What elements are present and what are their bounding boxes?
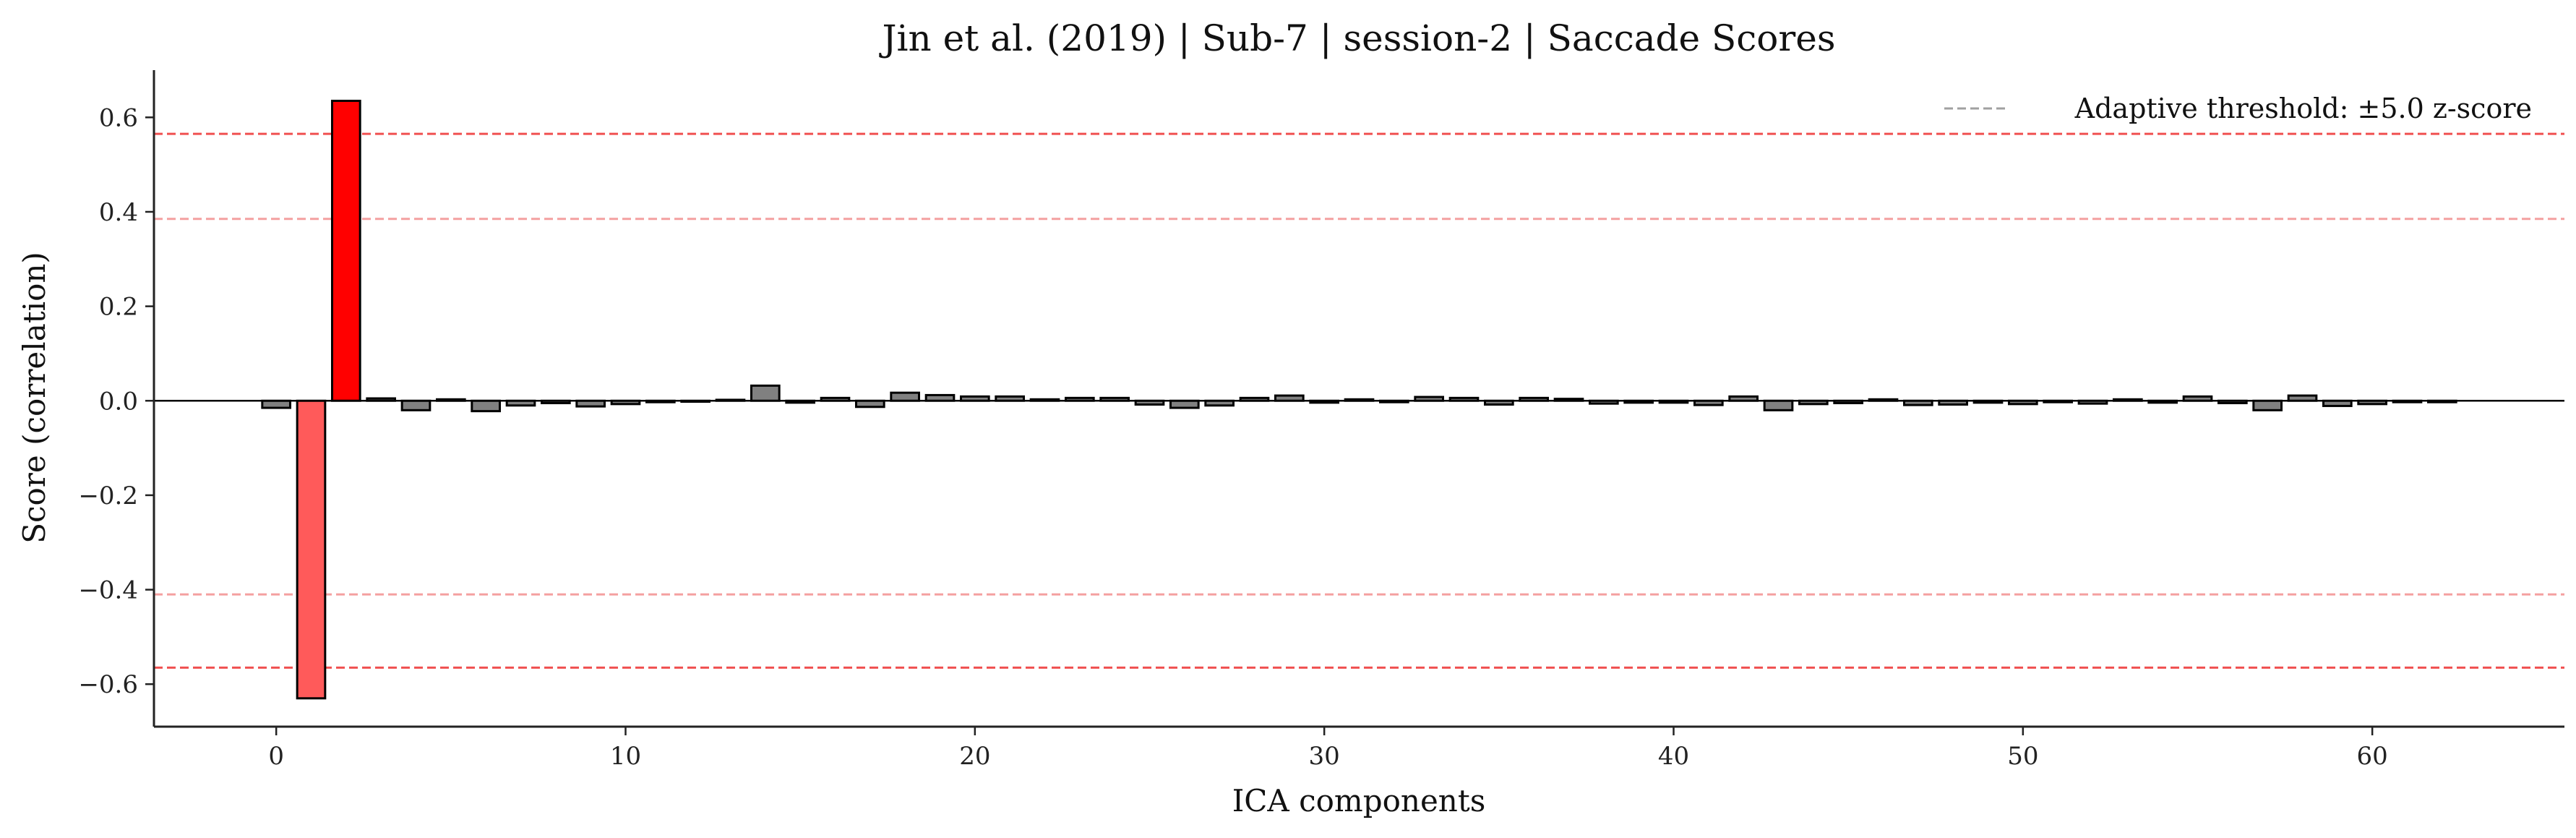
legend: Adaptive threshold: ±5.0 z-score: [1944, 93, 2532, 124]
y-tick-label: −0.4: [78, 576, 138, 605]
bar-component-43: [1763, 399, 1794, 411]
bar-component-6: [471, 399, 501, 413]
chart-title: Jin et al. (2019) | Sub-7 | session-2 | …: [878, 17, 1835, 59]
bar-component-0: [261, 399, 292, 409]
y-tick-label: 0.4: [99, 198, 138, 227]
axes: −0.6 −0.4 −0.2 0.0 0.2 0.4 0.6 0 10 20 30 40 50 60: [78, 70, 2564, 771]
x-tick-label: 0: [268, 742, 284, 771]
x-tick-label: 30: [1309, 742, 1340, 771]
bar-component-26: [1169, 399, 1200, 409]
bar-component-2: [331, 99, 361, 402]
bar-component-1: [296, 399, 327, 700]
y-tick-label: −0.6: [78, 670, 138, 699]
bar-component-18: [890, 391, 921, 402]
x-tick-label: 50: [2007, 742, 2038, 771]
y-axis-label: Score (correlation): [17, 252, 52, 544]
x-tick-label: 60: [2357, 742, 2388, 771]
y-tick-label: 0.6: [99, 103, 138, 132]
x-axis-label: ICA components: [1232, 783, 1486, 818]
y-tick-label: 0.2: [99, 293, 138, 322]
threshold-lines: [154, 132, 2564, 669]
bar-component-14: [750, 384, 781, 402]
bars: [261, 99, 2457, 700]
y-tick-label: −0.2: [78, 482, 138, 510]
y-tick-label: 0.0: [99, 387, 138, 416]
bar-component-57: [2252, 399, 2283, 411]
bar-component-17: [855, 399, 885, 409]
x-tick-label: 40: [1658, 742, 1689, 771]
bar-component-4: [400, 399, 432, 411]
x-tick-label: 20: [959, 742, 990, 771]
x-tick-label: 10: [610, 742, 641, 771]
legend-label: Adaptive threshold: ±5.0 z-score: [2074, 93, 2532, 124]
